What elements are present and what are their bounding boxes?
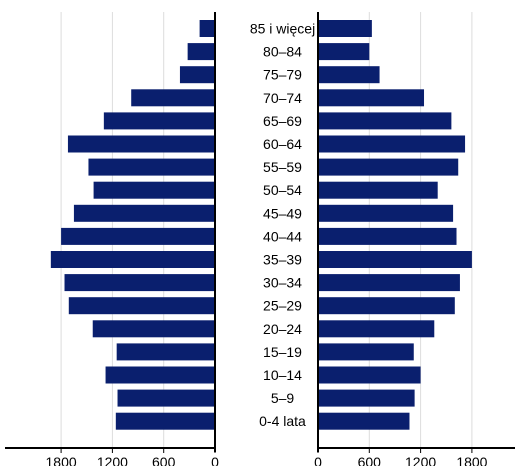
left-bar — [94, 182, 215, 199]
left-tick-label: 0 — [211, 454, 219, 466]
left-bar — [200, 20, 215, 37]
right-bar — [318, 112, 451, 129]
left-bar — [104, 112, 215, 129]
right-bar — [318, 251, 472, 268]
left-bar — [51, 251, 215, 268]
left-bar — [68, 136, 215, 153]
category-label: 25–29 — [263, 298, 302, 314]
left-bar — [93, 320, 215, 337]
category-label: 5–9 — [271, 390, 295, 406]
right-bar — [318, 320, 434, 337]
category-label: 10–14 — [263, 367, 302, 383]
right-tick-label: 600 — [358, 454, 382, 466]
left-bar — [61, 228, 215, 245]
right-tick-label: 1200 — [405, 454, 436, 466]
category-label: 85 i więcej — [250, 21, 315, 37]
right-bar — [318, 159, 458, 176]
category-label: 30–34 — [263, 275, 302, 291]
right-bar — [318, 205, 453, 222]
right-bar — [318, 20, 372, 37]
category-label: 15–19 — [263, 344, 302, 360]
left-tick-label: 1800 — [46, 454, 77, 466]
category-labels: 85 i więcej 80–84 75–79 70–74 65–69 60–64 55–5… — [250, 21, 315, 430]
category-label: 55–59 — [263, 159, 302, 175]
left-tick-label: 600 — [152, 454, 176, 466]
category-label: 40–44 — [263, 228, 302, 244]
right-bar — [318, 297, 455, 314]
right-tick-label: 1800 — [456, 454, 487, 466]
right-bar — [318, 274, 460, 291]
left-bar — [118, 390, 215, 407]
category-label: 75–79 — [263, 67, 302, 83]
left-bar — [69, 297, 215, 314]
category-label: 0-4 lata — [259, 413, 306, 429]
left-bar — [131, 89, 215, 106]
bars — [51, 20, 472, 430]
category-label: 45–49 — [263, 205, 302, 221]
left-bar — [188, 43, 215, 60]
left-bar — [74, 205, 215, 222]
right-bar — [318, 43, 369, 60]
right-bar — [318, 136, 465, 153]
left-bar — [117, 343, 215, 360]
left-bar — [65, 274, 215, 291]
category-label: 80–84 — [263, 44, 302, 60]
right-bar — [318, 89, 424, 106]
left-bar — [106, 367, 215, 384]
right-bar — [318, 182, 438, 199]
category-label: 65–69 — [263, 113, 302, 129]
right-bar — [318, 413, 409, 430]
left-bar — [88, 159, 215, 176]
category-label: 50–54 — [263, 182, 302, 198]
right-bar — [318, 228, 457, 245]
right-bar — [318, 390, 415, 407]
right-bar — [318, 367, 421, 384]
category-label: 35–39 — [263, 252, 302, 268]
right-bar — [318, 66, 380, 83]
category-label: 70–74 — [263, 90, 302, 106]
category-label: 20–24 — [263, 321, 302, 337]
left-bar — [116, 413, 215, 430]
category-label: 60–64 — [263, 136, 302, 152]
left-tick-label: 1200 — [97, 454, 128, 466]
right-tick-label: 0 — [314, 454, 322, 466]
right-bar — [318, 343, 414, 360]
left-bar — [180, 66, 215, 83]
